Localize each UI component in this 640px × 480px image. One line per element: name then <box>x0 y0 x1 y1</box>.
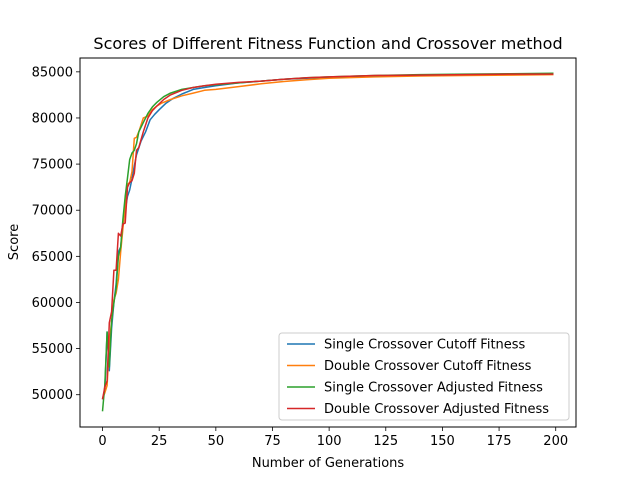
x-tick-label: 175 <box>487 434 512 449</box>
x-tick-label: 75 <box>264 434 281 449</box>
plot-frame <box>79 57 577 428</box>
legend-label-2: Double Crossover Cutoff Fitness <box>324 359 532 374</box>
series-lines <box>101 72 554 412</box>
y-tick-label: 60000 <box>32 296 73 311</box>
y-tick-label: 70000 <box>32 204 73 219</box>
legend-label-3: Single Crossover Adjusted Fitness <box>324 381 543 396</box>
y-axis-ticks: 50000 55000 60000 65000 70000 75000 80000 85000 <box>32 65 80 403</box>
legend-box <box>278 332 570 421</box>
legend: Single Crossover Cutoff Fitness Double Cr… <box>278 332 570 421</box>
chart-title: Scores of Different Fitness Function and… <box>93 34 562 53</box>
y-axis-label: Score <box>7 224 22 260</box>
y-tick-label: 50000 <box>32 388 73 403</box>
x-axis-ticks: 0 25 50 75 100 125 150 175 200 <box>98 427 568 449</box>
y-tick-label: 85000 <box>32 65 73 80</box>
x-tick-label: 125 <box>373 434 398 449</box>
x-tick-label: 25 <box>151 434 168 449</box>
legend-label-1: Single Crossover Cutoff Fitness <box>324 338 526 353</box>
x-tick-label: 200 <box>543 434 568 449</box>
y-tick-label: 55000 <box>32 342 73 357</box>
y-tick-label: 65000 <box>32 250 73 265</box>
series-line-4 <box>101 73 554 400</box>
legend-label-4: Double Crossover Adjusted Fitness <box>324 402 549 417</box>
x-tick-label: 0 <box>98 434 106 449</box>
x-tick-label: 150 <box>430 434 455 449</box>
x-axis-label: Number of Generations <box>252 456 405 471</box>
y-tick-label: 80000 <box>32 111 73 126</box>
y-tick-label: 75000 <box>32 158 73 173</box>
x-tick-label: 100 <box>317 434 342 449</box>
x-tick-label: 50 <box>208 434 225 449</box>
